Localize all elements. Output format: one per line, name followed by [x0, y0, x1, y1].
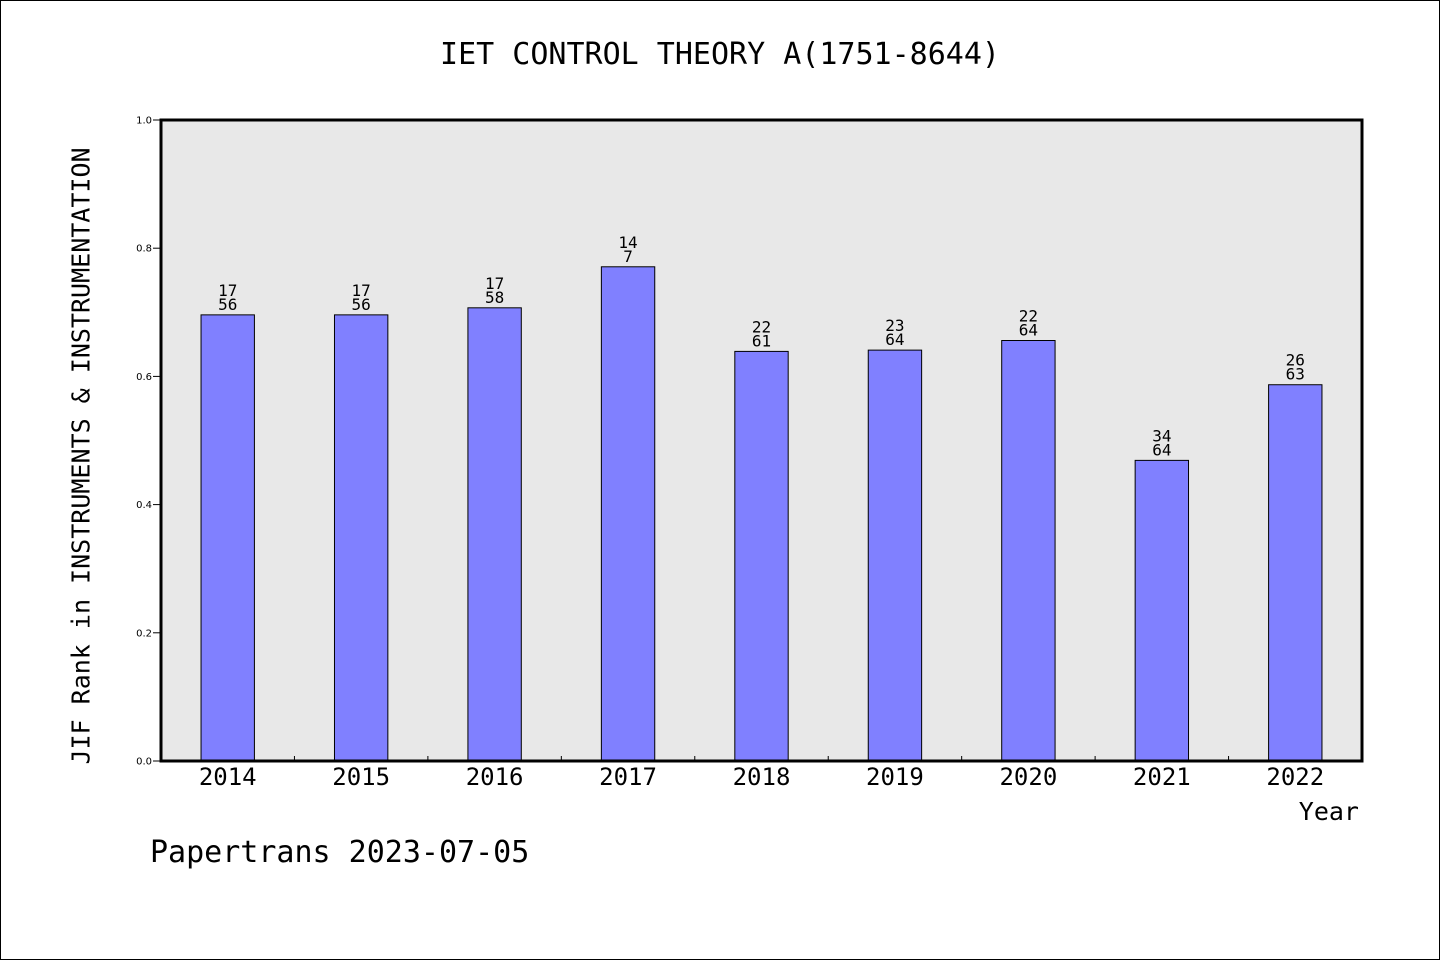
y-tick-label: 0.0: [136, 757, 152, 768]
y-tick-label: 0.6: [136, 372, 152, 383]
x-tick-label: 2019: [866, 763, 924, 791]
bar-rank-label: 17: [218, 281, 237, 300]
bar-2019: [867, 349, 923, 762]
bar-2018: [734, 350, 789, 762]
bar-2017: [600, 266, 656, 762]
bar-total-label: 64: [1152, 440, 1171, 459]
bar-2020: [1001, 340, 1056, 762]
plot-frame: [159, 118, 1364, 763]
x-tick-label: 2016: [466, 763, 524, 791]
bar-rank-label: 26: [1286, 351, 1305, 370]
bar-2014: [200, 314, 255, 762]
y-tick-label: 0.4: [136, 500, 152, 511]
bar-2015: [333, 314, 389, 762]
bar-total-label: 61: [752, 331, 771, 350]
y-tick-label: 0.2: [136, 628, 152, 639]
x-tick-label: 2017: [599, 763, 657, 791]
y-tick-label: 0.8: [136, 244, 152, 255]
bar-total-label: 64: [1019, 321, 1038, 340]
bar-rank-label: 17: [352, 281, 371, 300]
x-tick-label: 2015: [332, 763, 390, 791]
y-tick-label: 1.0: [136, 116, 152, 127]
bar-rank-label: 17: [485, 274, 504, 293]
bar-rank-label: 23: [885, 316, 904, 335]
bar-total-label: 7: [623, 247, 633, 266]
bar-rank-label: 22: [752, 317, 771, 336]
bar-total-label: 63: [1286, 365, 1305, 384]
bar-total-label: 56: [218, 295, 237, 314]
bar-2016: [467, 307, 522, 762]
x-tick-label: 2021: [1133, 763, 1191, 791]
bar-total-label: 58: [485, 288, 504, 307]
bar-rank-label: 14: [618, 233, 637, 252]
x-tick-label: 2018: [733, 763, 791, 791]
bar-2021: [1134, 459, 1190, 762]
x-axis-label: Year: [1298, 797, 1359, 826]
bar-total-label: 56: [352, 295, 371, 314]
bar-total-label: 64: [885, 330, 904, 349]
bar-2022: [1268, 384, 1323, 762]
footer-watermark: Papertrans 2023-07-05: [150, 835, 530, 870]
x-tick-label: 2020: [999, 763, 1057, 791]
x-tick-label: 2022: [1266, 763, 1324, 791]
x-tick-label: 2014: [199, 763, 257, 791]
bar-rank-label: 34: [1152, 426, 1171, 445]
bar-rank-label: 22: [1019, 307, 1038, 326]
chart-title: IET CONTROL THEORY A(1751-8644): [440, 37, 1000, 72]
